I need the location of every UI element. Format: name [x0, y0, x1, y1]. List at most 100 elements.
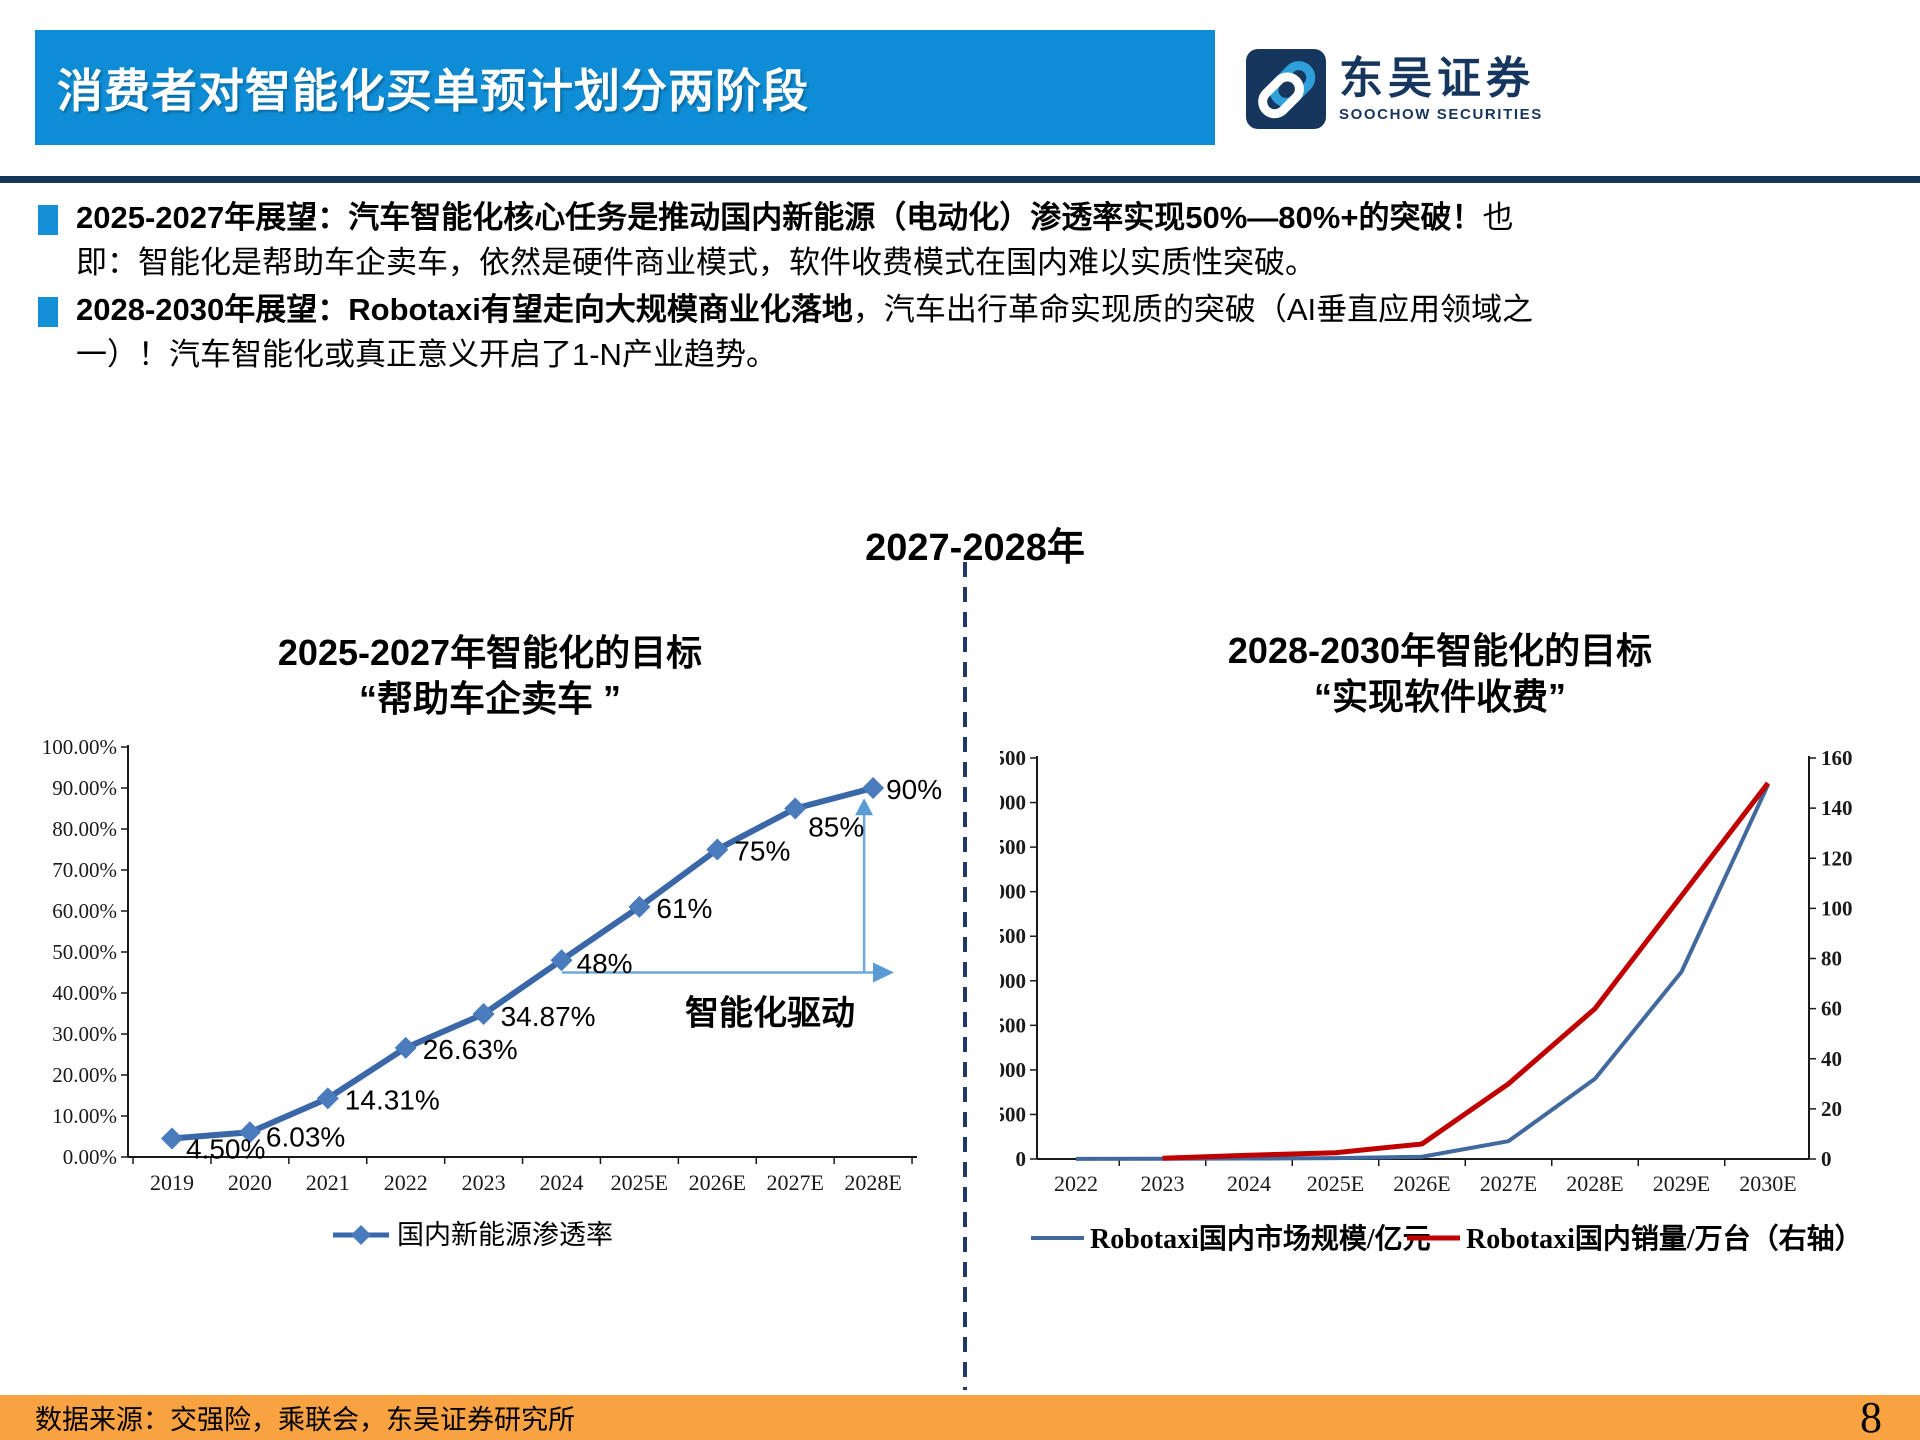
data-labels: 4.50% 6.03%14.31% 26.63%34.87% 48% 61% 75% 85%… — [186, 774, 942, 1165]
svg-text:60.00%: 60.00% — [52, 899, 117, 923]
bullet-square-icon — [38, 296, 58, 327]
svg-text:Robotaxi国内市场规模/亿元: Robotaxi国内市场规模/亿元 — [1090, 1222, 1431, 1255]
svg-text:国内新能源渗透率: 国内新能源渗透率 — [397, 1220, 613, 1250]
svg-text:3500: 3500 — [1000, 835, 1026, 859]
left-chart-title: 2025-2027年智能化的目标 “帮助车企卖车 ” — [60, 630, 920, 722]
y-axis: 0.00% 10.00% 20.00% 30.00% 40.00% 50.00% 60.00… — [42, 735, 129, 1169]
svg-text:80: 80 — [1821, 947, 1842, 971]
svg-text:2025E: 2025E — [611, 1170, 668, 1195]
nev-penetration-chart: 0.00% 10.00% 20.00% 30.00% 40.00% 50.00% 60.00… — [42, 735, 942, 1250]
page-number: 8 — [1860, 1393, 1882, 1440]
svg-text:2028E: 2028E — [1566, 1171, 1623, 1196]
bullet-2-lead: 2028-2030年展望：Robotaxi有望走向大规模商业化落地 — [76, 291, 853, 327]
svg-text:160: 160 — [1821, 746, 1853, 770]
logo-text: 东吴证券 SOOCHOW SECURITIES — [1339, 54, 1543, 123]
left-chart-legend: 国内新能源渗透率 — [333, 1220, 613, 1250]
svg-text:6.03%: 6.03% — [266, 1121, 345, 1152]
svg-text:80.00%: 80.00% — [52, 817, 117, 841]
bullet-1-rest: 也即：智能化是帮助车企卖车，依然是硬件商业模式，软件收费模式在国内难以实质性突破… — [76, 200, 1514, 280]
svg-text:2023: 2023 — [1141, 1171, 1185, 1196]
svg-text:智能化驱动: 智能化驱动 — [685, 995, 855, 1033]
svg-text:0: 0 — [1821, 1147, 1832, 1171]
svg-text:50.00%: 50.00% — [52, 940, 117, 964]
svg-text:2026E: 2026E — [1393, 1171, 1450, 1196]
svg-text:4000: 4000 — [1000, 791, 1026, 815]
footer-bar: 数据来源：交强险，乘联会，东吴证券研究所 8 — [0, 1393, 1920, 1440]
svg-text:4500: 4500 — [1000, 746, 1026, 770]
svg-text:Robotaxi国内销量/万台（右轴）: Robotaxi国内销量/万台（右轴） — [1466, 1222, 1863, 1255]
svg-text:2020: 2020 — [228, 1170, 272, 1195]
dashed-divider — [963, 562, 967, 1390]
svg-text:100.00%: 100.00% — [42, 735, 117, 759]
svg-text:61%: 61% — [656, 893, 712, 924]
svg-text:2029E: 2029E — [1653, 1171, 1710, 1196]
intelligence-driven-annotation: 智能化驱动 — [562, 798, 894, 1033]
bullet-square-icon — [38, 205, 58, 235]
svg-text:14.31%: 14.31% — [345, 1084, 440, 1115]
data-point-marker — [706, 838, 729, 861]
svg-text:100: 100 — [1821, 896, 1853, 920]
svg-text:2028E: 2028E — [844, 1170, 901, 1195]
svg-text:2024: 2024 — [1227, 1171, 1271, 1196]
nev-penetration-series — [161, 777, 885, 1150]
svg-text:1500: 1500 — [1000, 1013, 1026, 1037]
robotaxi-forecast-chart: 0 500 1000 1500 2000 2500 3000 3500 4000 4500 0 20 4… — [1000, 746, 1863, 1255]
data-point-marker — [161, 1127, 183, 1150]
svg-text:4.50%: 4.50% — [186, 1134, 265, 1165]
data-point-marker — [862, 777, 885, 799]
svg-text:40: 40 — [1821, 1047, 1842, 1071]
svg-text:2026E: 2026E — [689, 1170, 746, 1195]
header-divider — [0, 176, 1920, 183]
svg-text:2500: 2500 — [1000, 924, 1026, 948]
svg-text:70.00%: 70.00% — [52, 858, 117, 882]
data-point-marker — [316, 1087, 339, 1110]
list-item: 2025-2027年展望：汽车智能化核心任务是推动国内新能源（电动化）渗透率实现… — [38, 196, 1538, 286]
x-axis: 2022 2023 2024 2025E 2026E 2027E 2028E 2029E 203… — [1037, 1158, 1809, 1196]
svg-text:2022: 2022 — [1054, 1171, 1098, 1196]
logo-name-en: SOOCHOW SECURITIES — [1339, 105, 1543, 123]
right-chart-title: 2028-2030年智能化的目标 “实现软件收费” — [1030, 628, 1850, 720]
svg-text:26.63%: 26.63% — [423, 1034, 518, 1065]
bullet-text-2: 2028-2030年展望：Robotaxi有望走向大规模商业化落地，汽车出行革命… — [76, 288, 1536, 378]
data-point-marker — [472, 1003, 495, 1026]
svg-text:60: 60 — [1821, 997, 1842, 1021]
svg-text:2027E: 2027E — [1480, 1171, 1537, 1196]
soochow-logo-icon — [1246, 49, 1326, 129]
svg-text:30.00%: 30.00% — [52, 1022, 117, 1046]
svg-text:85%: 85% — [808, 812, 864, 843]
svg-text:48%: 48% — [577, 948, 633, 979]
right-chart-title-line2: “实现软件收费” — [1313, 676, 1566, 718]
data-point-marker — [784, 797, 807, 820]
svg-text:0: 0 — [1016, 1147, 1027, 1171]
company-logo: 东吴证券 SOOCHOW SECURITIES — [1245, 48, 1543, 130]
data-source-note: 数据来源：交强险，乘联会，东吴证券研究所 — [35, 1405, 575, 1435]
data-point-marker — [394, 1036, 417, 1059]
data-point-marker — [238, 1121, 261, 1144]
x-axis: 2019 2020 2021 2022 2023 2024 2025E 2026E 2027E 2… — [128, 1156, 917, 1195]
data-point-marker — [550, 949, 573, 972]
svg-text:34.87%: 34.87% — [501, 1001, 596, 1032]
svg-text:500: 500 — [1000, 1102, 1026, 1126]
bullet-text-1: 2025-2027年展望：汽车智能化核心任务是推动国内新能源（电动化）渗透率实现… — [76, 196, 1536, 286]
list-item: 2028-2030年展望：Robotaxi有望走向大规模商业化落地，汽车出行革命… — [38, 288, 1538, 378]
svg-text:2019: 2019 — [150, 1170, 194, 1195]
svg-text:0.00%: 0.00% — [63, 1145, 117, 1169]
data-point-marker — [628, 895, 651, 918]
svg-text:20.00%: 20.00% — [52, 1063, 117, 1087]
svg-text:90.00%: 90.00% — [52, 776, 117, 800]
bullet-2-rest: ，汽车出行革命实现质的突破（AI垂直应用领域之一）！汽车智能化或真正意义开启了1… — [76, 291, 1534, 372]
svg-text:2021: 2021 — [306, 1170, 350, 1195]
svg-text:1000: 1000 — [1000, 1058, 1026, 1082]
bullet-list: 2025-2027年展望：汽车智能化核心任务是推动国内新能源（电动化）渗透率实现… — [38, 196, 1538, 380]
sales-volume-line — [1162, 781, 1770, 1161]
svg-text:2022: 2022 — [384, 1170, 428, 1195]
svg-text:10.00%: 10.00% — [52, 1104, 117, 1128]
left-chart-title-line1: 2025-2027年智能化的目标 — [277, 632, 703, 673]
svg-text:20: 20 — [1821, 1097, 1842, 1121]
svg-text:2025E: 2025E — [1307, 1171, 1364, 1196]
svg-text:2024: 2024 — [540, 1170, 584, 1195]
left-chart-title-line2: “帮助车企卖车 ” — [358, 678, 621, 720]
left-y-axis: 0 500 1000 1500 2000 2500 3000 3500 4000 4500 — [1000, 746, 1038, 1171]
svg-text:2027E: 2027E — [766, 1170, 823, 1195]
